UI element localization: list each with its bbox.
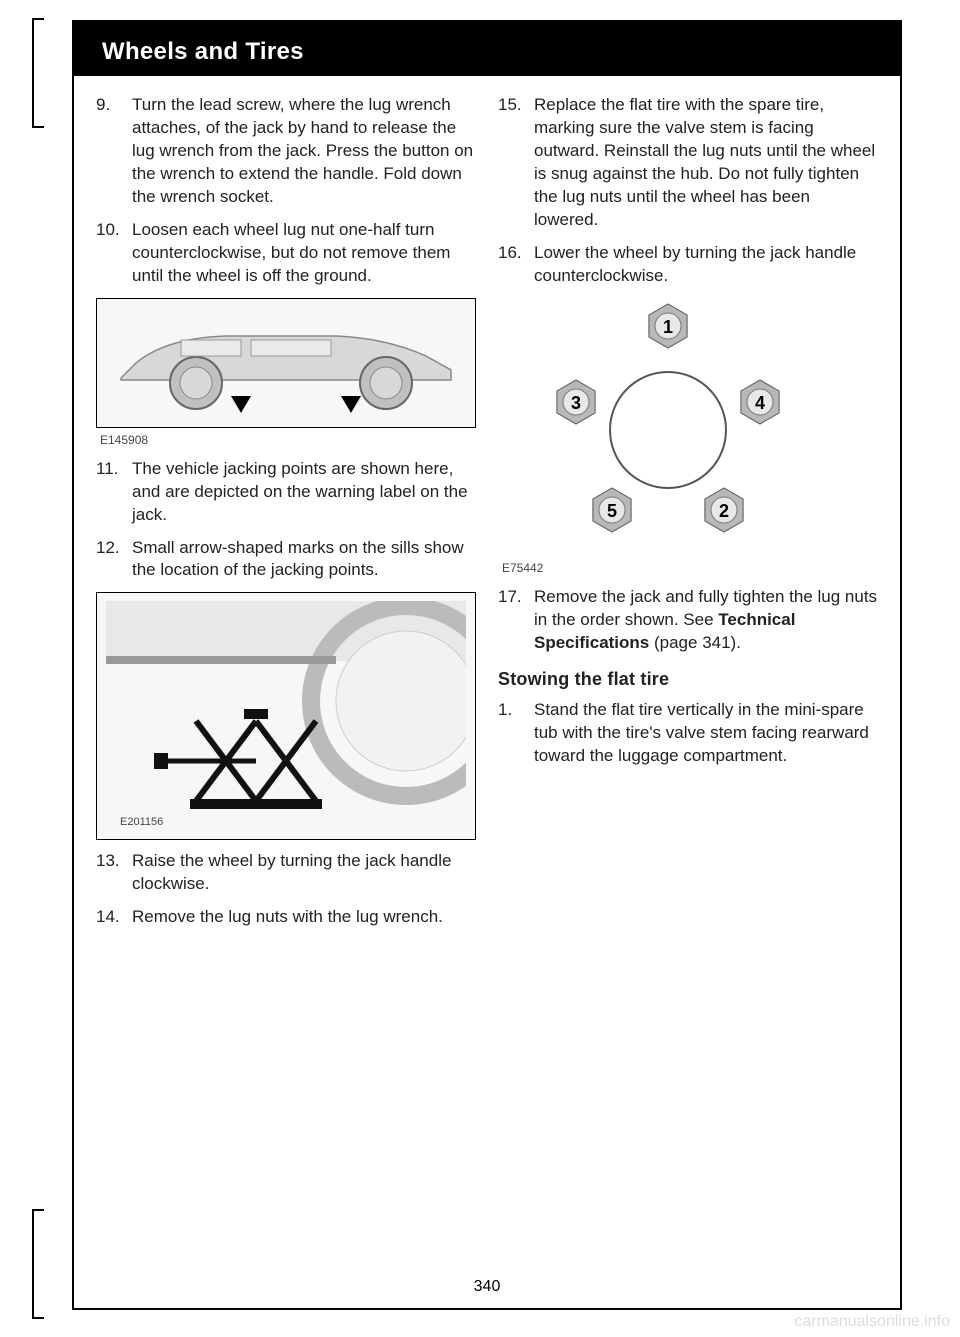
binding-tab-bottom <box>32 1209 44 1319</box>
vehicle-side-figure <box>96 298 476 428</box>
header-bar: Wheels and Tires <box>74 22 900 76</box>
item-number: 16. <box>498 242 534 288</box>
item-text: Raise the wheel by turning the jack hand… <box>132 850 476 896</box>
figure-caption: E75442 <box>502 560 878 576</box>
item-text: The vehicle jacking points are shown her… <box>132 458 476 527</box>
list-item: 12. Small arrow-shaped marks on the sill… <box>96 537 476 583</box>
item-text: Stand the flat tire vertically in the mi… <box>534 699 878 768</box>
item-number: 12. <box>96 537 132 583</box>
item-number: 10. <box>96 219 132 288</box>
list-item: 1. Stand the flat tire vertically in the… <box>498 699 878 768</box>
item-number: 13. <box>96 850 132 896</box>
figure-caption: E145908 <box>100 432 476 448</box>
vehicle-side-svg <box>106 308 466 418</box>
svg-text:5: 5 <box>607 501 617 521</box>
lugnut-figure: 1 4 2 5 3 <box>498 298 878 558</box>
item-text: Replace the flat tire with the spare tir… <box>534 94 878 232</box>
svg-text:4: 4 <box>755 393 765 413</box>
list-item: 9. Turn the lead screw, where the lug wr… <box>96 94 476 209</box>
item-text: Loosen each wheel lug nut one-half turn … <box>132 219 476 288</box>
list-item: 14. Remove the lug nuts with the lug wre… <box>96 906 476 929</box>
left-column: 9. Turn the lead screw, where the lug wr… <box>96 94 476 939</box>
lugnut-svg: 1 4 2 5 3 <box>538 298 798 548</box>
item-text: Remove the lug nuts with the lug wrench. <box>132 906 476 929</box>
page-frame: Wheels and Tires 9. Turn the lead screw,… <box>72 20 902 1310</box>
item-text: Remove the jack and fully tighten the lu… <box>534 586 878 655</box>
list-item: 17. Remove the jack and fully tighten th… <box>498 586 878 655</box>
item-number: 15. <box>498 94 534 232</box>
list-item: 11. The vehicle jacking points are shown… <box>96 458 476 527</box>
binding-tab-top <box>32 18 44 128</box>
item-number: 14. <box>96 906 132 929</box>
svg-text:3: 3 <box>571 393 581 413</box>
svg-text:2: 2 <box>719 501 729 521</box>
jack-svg: E201156 <box>106 601 466 831</box>
list-item: 13. Raise the wheel by turning the jack … <box>96 850 476 896</box>
list-item: 10. Loosen each wheel lug nut one-half t… <box>96 219 476 288</box>
svg-text:1: 1 <box>663 317 673 337</box>
item-pre: Remove the jack and fully tighten the lu… <box>534 587 877 629</box>
content-columns: 9. Turn the lead screw, where the lug wr… <box>74 76 900 939</box>
subheading: Stowing the flat tire <box>498 667 878 691</box>
item-text: Small arrow-shaped marks on the sills sh… <box>132 537 476 583</box>
item-number: 1. <box>498 699 534 768</box>
item-text: Lower the wheel by turning the jack hand… <box>534 242 878 288</box>
item-post: (page 341). <box>649 633 741 652</box>
right-column: 15. Replace the flat tire with the spare… <box>498 94 878 939</box>
item-number: 17. <box>498 586 534 655</box>
item-text: Turn the lead screw, where the lug wrenc… <box>132 94 476 209</box>
page-title: Wheels and Tires <box>102 38 304 66</box>
jack-figure: E201156 <box>96 592 476 840</box>
svg-text:E201156: E201156 <box>120 816 163 828</box>
list-item: 16. Lower the wheel by turning the jack … <box>498 242 878 288</box>
page-number: 340 <box>74 1278 900 1296</box>
watermark: carmanualsonline.info <box>794 1313 950 1331</box>
item-number: 9. <box>96 94 132 209</box>
hub-circle <box>610 372 726 488</box>
item-number: 11. <box>96 458 132 527</box>
list-item: 15. Replace the flat tire with the spare… <box>498 94 878 232</box>
